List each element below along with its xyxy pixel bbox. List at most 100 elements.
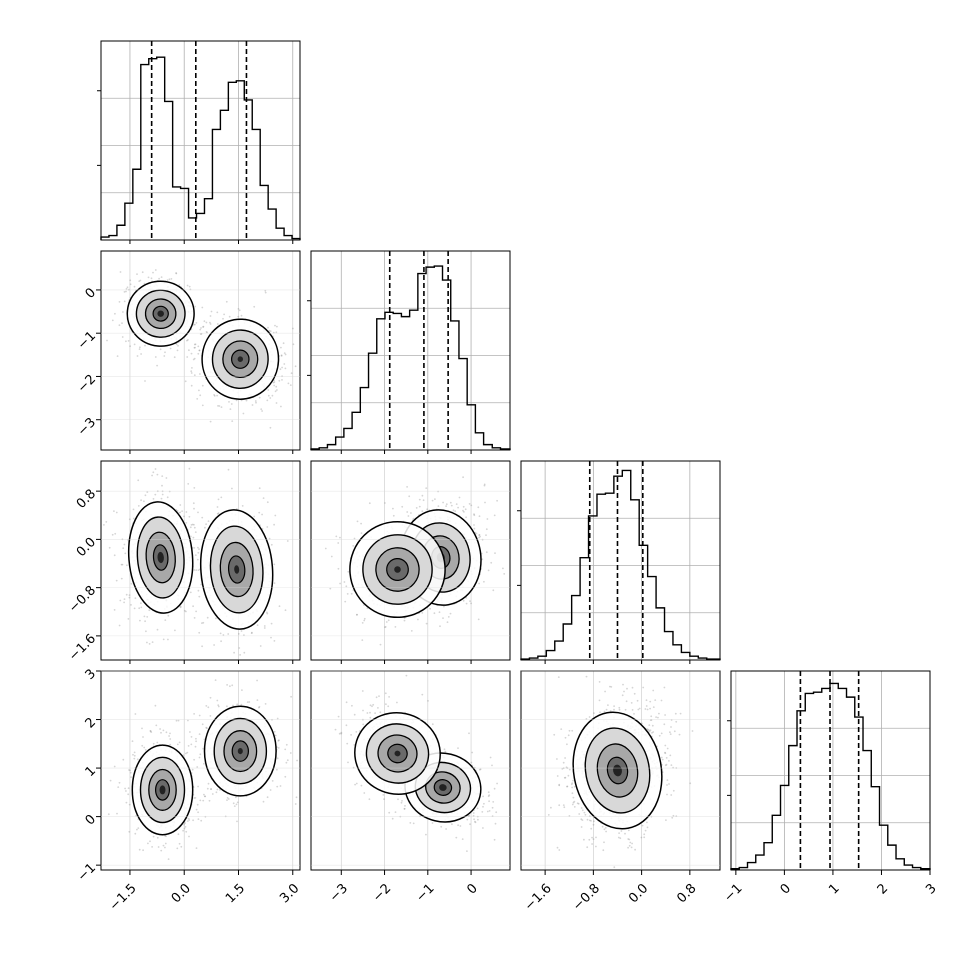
scatter-point	[195, 322, 198, 324]
scatter-point	[405, 674, 408, 677]
scatter-point	[209, 696, 212, 699]
histogram-step-line	[520, 469, 721, 660]
scatter-point	[446, 621, 449, 624]
scatter-point	[241, 689, 243, 691]
scatter-point	[113, 554, 116, 557]
scatter-point	[455, 836, 458, 839]
density-panel-1-2	[310, 460, 511, 661]
scatter-point	[129, 769, 132, 772]
scatter-point	[210, 788, 212, 790]
scatter-point	[198, 631, 201, 634]
scatter-point	[278, 379, 281, 382]
scatter-point	[387, 705, 390, 708]
scatter-point	[193, 357, 196, 360]
scatter-point	[258, 396, 261, 399]
scatter-point	[361, 690, 364, 692]
scatter-point	[198, 548, 200, 550]
scatter-point	[440, 825, 443, 828]
scatter-point	[187, 817, 190, 820]
scatter-point	[229, 408, 232, 410]
scatter-point	[335, 535, 338, 538]
scatter-point	[128, 769, 130, 771]
scatter-point	[107, 813, 110, 816]
scatter-point	[372, 703, 375, 706]
scatter-point	[384, 692, 387, 695]
scatter-point	[622, 683, 624, 686]
scatter-point	[628, 844, 631, 847]
scatter-point	[137, 479, 140, 482]
scatter-point	[627, 829, 630, 832]
scatter-point	[176, 847, 179, 850]
scatter-point	[442, 617, 444, 619]
scatter-point	[125, 288, 128, 290]
scatter-point	[344, 600, 347, 603]
scatter-point	[103, 524, 105, 526]
scatter-point	[276, 389, 278, 391]
scatter-point	[397, 798, 399, 801]
scatter-point	[151, 641, 154, 643]
scatter-point	[209, 715, 212, 717]
scatter-point	[166, 279, 169, 282]
scatter-point	[462, 505, 465, 508]
scatter-point	[123, 598, 126, 600]
scatter-point	[345, 724, 348, 727]
scatter-point	[259, 645, 262, 647]
scatter-point	[202, 326, 205, 328]
scatter-point	[601, 825, 604, 828]
scatter-point	[186, 820, 189, 822]
scatter-point	[192, 819, 195, 822]
scatter-point	[264, 703, 267, 705]
scatter-point	[143, 746, 146, 749]
scatter-point	[210, 310, 213, 313]
scatter-point	[251, 404, 254, 406]
scatter-point	[418, 498, 421, 501]
scatter-point	[493, 514, 496, 517]
scatter-point	[159, 348, 162, 351]
scatter-point	[561, 768, 564, 770]
scatter-point	[263, 627, 266, 629]
scatter-point	[477, 618, 480, 621]
scatter-point	[355, 782, 358, 785]
scatter-point	[583, 811, 586, 814]
scatter-point	[272, 381, 275, 384]
scatter-point	[422, 499, 425, 502]
scatter-point	[262, 800, 265, 803]
scatter-point	[154, 493, 157, 496]
scatter-point	[213, 395, 216, 397]
scatter-point	[292, 343, 295, 346]
panel-frame	[730, 670, 931, 871]
scatter-point	[473, 514, 476, 517]
density-contour	[157, 551, 164, 564]
scatter-point	[118, 324, 121, 327]
scatter-point	[425, 833, 427, 836]
scatter-point	[195, 610, 198, 613]
scatter-point	[274, 734, 277, 737]
scatter-point	[192, 323, 195, 326]
scatter-point	[127, 618, 130, 620]
scatter-point	[198, 349, 201, 352]
scatter-point	[177, 344, 179, 347]
scatter-point	[337, 715, 340, 718]
scatter-point	[216, 506, 219, 508]
scatter-point	[156, 741, 159, 744]
scatter-point	[267, 394, 270, 397]
scatter-point	[278, 605, 281, 608]
scatter-point	[215, 791, 218, 794]
scatter-point	[477, 818, 479, 821]
scatter-point	[194, 346, 196, 349]
scatter-point	[445, 503, 448, 506]
scatter-point	[120, 563, 123, 566]
scatter-point	[266, 612, 269, 615]
scatter-point	[267, 389, 270, 391]
scatter-point	[190, 736, 193, 738]
scatter-point	[220, 640, 223, 643]
scatter-point	[138, 280, 141, 283]
scatter-point	[227, 633, 230, 635]
scatter-point	[266, 611, 268, 614]
scatter-point	[403, 808, 406, 810]
scatter-point	[169, 738, 172, 740]
scatter-point	[141, 271, 144, 274]
scatter-point	[595, 836, 597, 839]
scatter-point	[198, 595, 201, 598]
scatter-point	[451, 823, 453, 826]
